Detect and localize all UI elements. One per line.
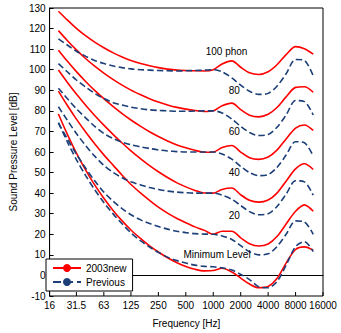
svg-text:0: 0 [40,270,46,281]
svg-text:40: 40 [34,188,46,199]
svg-text:30: 30 [34,208,46,219]
svg-text:10: 10 [34,249,46,260]
svg-text:500: 500 [177,300,194,311]
svg-text:125: 125 [123,300,140,311]
svg-text:Frequency [Hz]: Frequency [Hz] [152,318,220,329]
svg-text:16000: 16000 [309,300,337,311]
svg-text:2000: 2000 [230,300,253,311]
svg-text:100: 100 [29,64,46,75]
svg-text:80: 80 [229,85,241,96]
svg-text:60: 60 [34,147,46,158]
svg-text:Minimum Level: Minimum Level [183,249,250,260]
svg-text:Previous: Previous [86,277,125,288]
svg-text:100 phon: 100 phon [206,46,248,57]
svg-text:50: 50 [34,167,46,178]
svg-text:70: 70 [34,126,46,137]
svg-text:130: 130 [29,3,46,14]
svg-text:16: 16 [44,300,56,311]
svg-text:1000: 1000 [202,300,225,311]
svg-text:20: 20 [229,210,241,221]
svg-text:31.5: 31.5 [67,300,87,311]
svg-text:110: 110 [30,44,46,55]
svg-text:250: 250 [150,300,167,311]
svg-text:120: 120 [29,23,46,34]
svg-text:63: 63 [98,300,110,311]
svg-text:20: 20 [34,229,46,240]
svg-text:-10: -10 [31,291,46,302]
svg-text:8000: 8000 [284,300,307,311]
svg-text:Sound Pressure Level [dB]: Sound Pressure Level [dB] [8,92,19,211]
svg-text:60: 60 [229,126,241,137]
svg-text:80: 80 [34,105,46,116]
svg-text:2003new: 2003new [86,263,127,274]
svg-text:90: 90 [34,85,46,96]
svg-text:4000: 4000 [257,300,280,311]
svg-text:40: 40 [229,167,241,178]
